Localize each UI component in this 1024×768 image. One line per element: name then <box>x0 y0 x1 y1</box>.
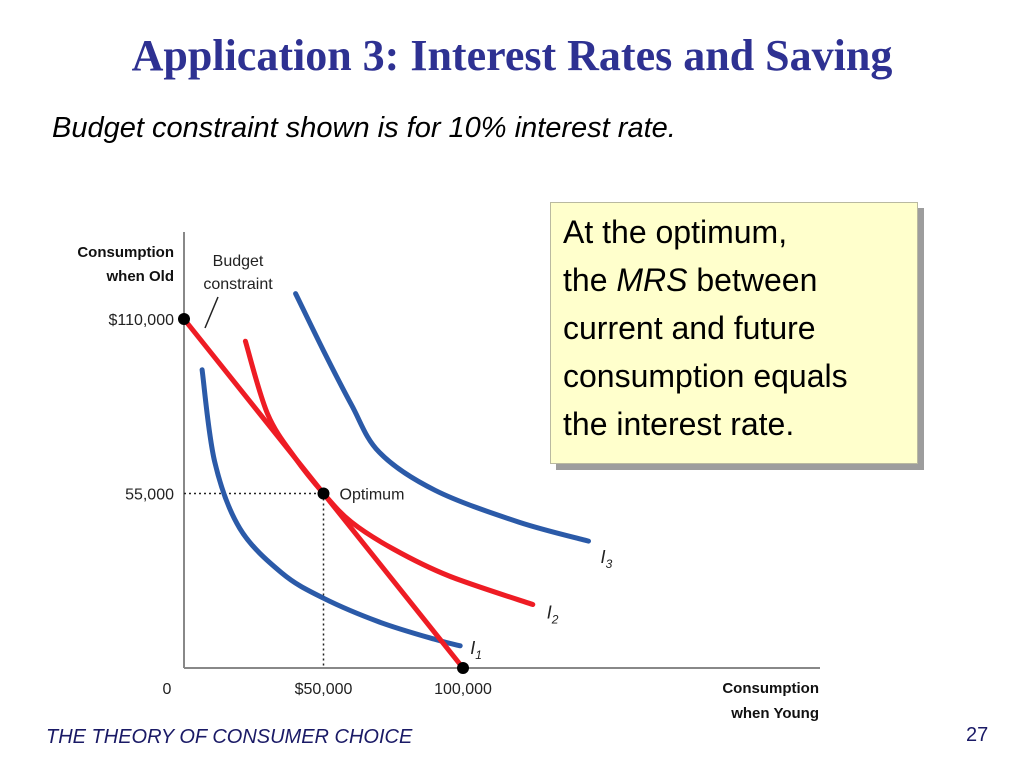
footer-text: THE THEORY OF CONSUMER CHOICE <box>46 726 413 748</box>
x-tick-label: 100,000 <box>434 681 492 698</box>
optimum-label: Optimum <box>340 487 405 504</box>
optimum-callout-box: At the optimum, the MRS between current … <box>550 202 918 464</box>
curve-label-i1: I1 <box>470 638 482 662</box>
callout-line: the interest rate. <box>563 406 795 442</box>
budget-x-intercept-point <box>457 662 469 674</box>
y-tick-label: 55,000 <box>125 487 174 504</box>
mrs-emphasis: MRS <box>616 262 688 298</box>
indifference-curve-i1 <box>199 367 463 649</box>
x-tick-label: $50,000 <box>295 681 353 698</box>
budget-constraint-label-line1: Budget <box>213 253 264 270</box>
x-tick-label: 0 <box>163 681 172 698</box>
curve-label-i2: I2 <box>547 603 559 627</box>
callout-line: current and future <box>563 310 816 346</box>
callout-line: At the optimum, <box>563 214 788 250</box>
y-axis-title-line2: when Old <box>106 268 175 285</box>
budget-y-intercept-point <box>178 313 190 325</box>
callout-line: the MRS between <box>563 262 818 298</box>
callout-line: consumption equals <box>563 358 848 394</box>
budget-constraint-pointer <box>204 296 219 329</box>
x-axis-title-line2: when Young <box>730 705 819 722</box>
slide-subtitle: Budget constraint shown is for 10% inter… <box>52 112 676 144</box>
indifference-curve-i2 <box>242 338 536 607</box>
optimum-point <box>317 487 330 500</box>
x-axis-title-line1: Consumption <box>722 680 819 697</box>
slide-title: Application 3: Interest Rates and Saving <box>131 31 893 80</box>
y-tick-label: $110,000 <box>108 312 174 329</box>
budget-constraint-label-line2: constraint <box>203 276 273 293</box>
y-axis-title-line1: Consumption <box>77 244 174 261</box>
page-number: 27 <box>966 724 989 746</box>
curve-label-i3: I3 <box>601 547 613 571</box>
indifference-curve-i3 <box>293 291 591 544</box>
